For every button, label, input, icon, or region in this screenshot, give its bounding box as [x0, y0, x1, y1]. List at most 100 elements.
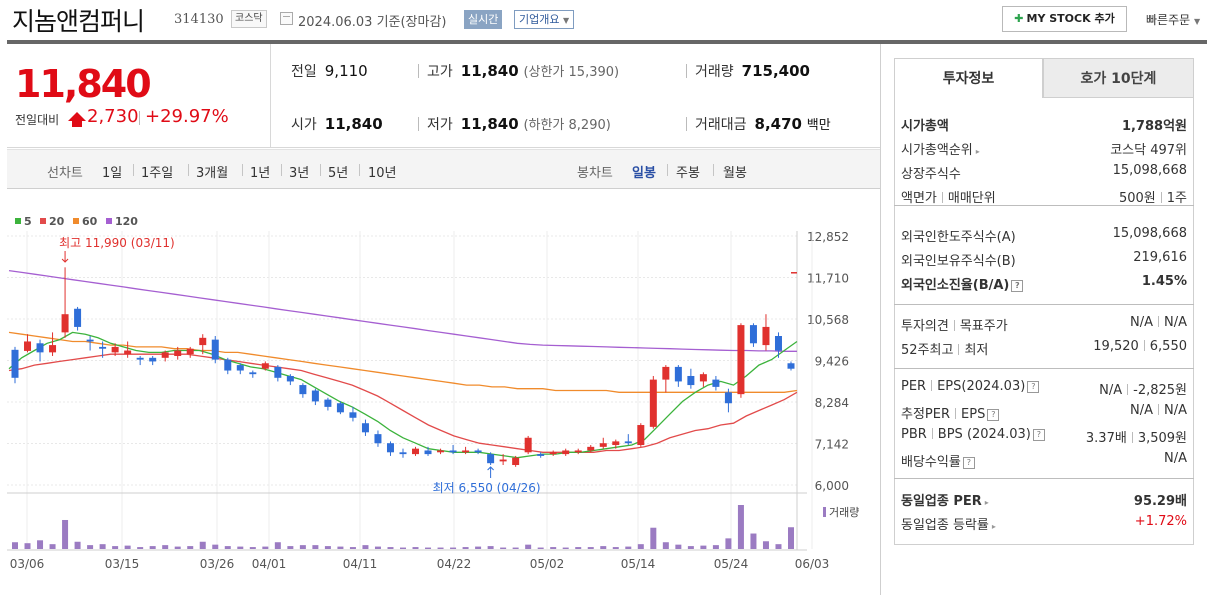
candle-body	[549, 452, 557, 455]
volume-bar	[550, 547, 557, 549]
up-arrow-icon	[487, 466, 494, 478]
info-row: 액면가 매매단위 500원 1주	[901, 187, 1187, 207]
candle-body	[286, 375, 294, 382]
candle-body	[236, 365, 244, 371]
help-icon[interactable]: ?	[1011, 280, 1024, 292]
candle-body	[399, 452, 407, 455]
divider	[320, 164, 321, 176]
tab-period-3y[interactable]: 3년	[289, 166, 310, 181]
volume-bar	[400, 547, 406, 549]
x-tick-label: 06/03	[795, 557, 830, 571]
legend-swatch	[73, 218, 79, 224]
divider	[1127, 384, 1129, 395]
volume-bar	[450, 547, 457, 549]
candle-chart-label: 봉차트	[577, 166, 613, 181]
tab-hoga-10[interactable]: 호가 10단계	[1043, 58, 1194, 98]
low-annotation: 최저 6,550 (04/26)	[433, 481, 541, 495]
volume-label: 거래량	[695, 64, 734, 80]
volume-bar	[725, 538, 732, 549]
divider	[133, 164, 134, 176]
volume-bar	[187, 546, 194, 549]
info-label: 외국인한도주식수(A)	[901, 230, 1016, 245]
x-tick-label: 03/15	[105, 557, 140, 571]
info-row: 시가총액 1,788억원	[901, 115, 1187, 135]
volume-bar	[199, 541, 206, 549]
divider	[188, 164, 189, 176]
info-row: PBR BPS (2024.03)? 3.37배 3,509원	[901, 427, 1187, 447]
info-label-2: EPS	[961, 407, 986, 422]
info-label: 외국인보유주식수(B)	[901, 254, 1016, 269]
quick-order-link[interactable]: 빠른주문 ▼	[1146, 11, 1200, 28]
volume-bar	[312, 545, 319, 549]
side-frame	[894, 98, 1194, 545]
info-label: 추정PER	[901, 407, 951, 422]
info-row: PER EPS(2024.03)? N/A -2,825원	[901, 379, 1187, 399]
divider	[894, 205, 1194, 206]
info-value-2: -2,825원	[1133, 383, 1187, 398]
info-row: 동일업종 PER ▸ 95.29배	[901, 490, 1187, 510]
help-icon[interactable]: ?	[987, 409, 1000, 421]
volume-bar	[124, 545, 131, 549]
divider	[686, 117, 687, 131]
volume-bar	[687, 546, 694, 549]
x-tick-label: 04/11	[343, 557, 378, 571]
divider	[894, 304, 1194, 305]
candle-body	[599, 443, 607, 447]
info-label: PER	[901, 379, 927, 394]
info-label: PBR	[901, 427, 927, 442]
info-value: 15,098,668	[1112, 226, 1187, 241]
divider	[931, 428, 933, 439]
divider	[880, 44, 881, 595]
candle-body	[386, 443, 394, 453]
tab-period-1y[interactable]: 1년	[250, 166, 271, 181]
tab-candle-monthly[interactable]: 월봉	[723, 166, 747, 181]
divider	[941, 192, 943, 203]
info-value: +1.72%	[1134, 514, 1187, 529]
info-value: N/A	[1130, 403, 1153, 418]
candle-body	[36, 343, 44, 353]
arrow-right-icon[interactable]: ▸	[984, 498, 989, 507]
tab-candle-daily[interactable]: 일봉	[632, 166, 656, 181]
tab-investment-info[interactable]: 투자정보	[894, 58, 1043, 98]
candle-body	[199, 337, 207, 346]
volume-bar	[500, 547, 507, 549]
candle-body	[86, 339, 94, 342]
tab-period-5y[interactable]: 5년	[328, 166, 349, 181]
tab-period-3m[interactable]: 3개월	[196, 166, 229, 181]
down-arrow-icon	[61, 251, 69, 263]
realtime-button[interactable]: 실시간	[464, 10, 503, 29]
company-overview-dropdown[interactable]: 기업개요 ▼	[514, 10, 575, 29]
candle-body	[349, 412, 357, 418]
y-tick-label: 9,426	[815, 355, 849, 369]
info-value-2: N/A	[1164, 403, 1187, 418]
info-value-2: N/A	[1164, 315, 1187, 330]
volume-bar	[600, 546, 607, 549]
divider	[1143, 340, 1145, 351]
tab-period-1d[interactable]: 1일	[102, 166, 123, 181]
volume-bar	[337, 546, 344, 549]
tab-period-10y[interactable]: 10년	[368, 166, 397, 181]
volume-bar	[212, 544, 219, 549]
help-icon[interactable]: ?	[1027, 381, 1040, 393]
divider	[418, 117, 419, 131]
volume-bar	[512, 547, 519, 549]
arrow-right-icon[interactable]: ▸	[991, 522, 996, 531]
tab-candle-weekly[interactable]: 주봉	[676, 166, 700, 181]
volume-bar	[462, 547, 469, 549]
info-label: 액면가	[901, 191, 937, 206]
tab-period-1w[interactable]: 1주일	[141, 166, 174, 181]
divider	[1158, 404, 1159, 415]
arrow-right-icon[interactable]: ▸	[975, 147, 980, 156]
help-icon[interactable]: ?	[1032, 429, 1045, 441]
info-row: 추정PER EPS? N/A N/A	[901, 403, 1187, 423]
high-price: 고가 11,840 (상한가 15,390)	[427, 61, 619, 81]
volume-bar	[637, 544, 644, 549]
volume-legend-swatch	[823, 507, 826, 517]
help-icon[interactable]: ?	[962, 457, 975, 469]
divider	[686, 64, 687, 78]
my-stock-add-button[interactable]: ✚ MY STOCK 추가	[1002, 6, 1127, 32]
info-row: 상장주식수 15,098,668	[901, 163, 1187, 183]
candle-body	[662, 366, 670, 380]
divider	[958, 344, 960, 355]
candle-body	[612, 441, 620, 446]
